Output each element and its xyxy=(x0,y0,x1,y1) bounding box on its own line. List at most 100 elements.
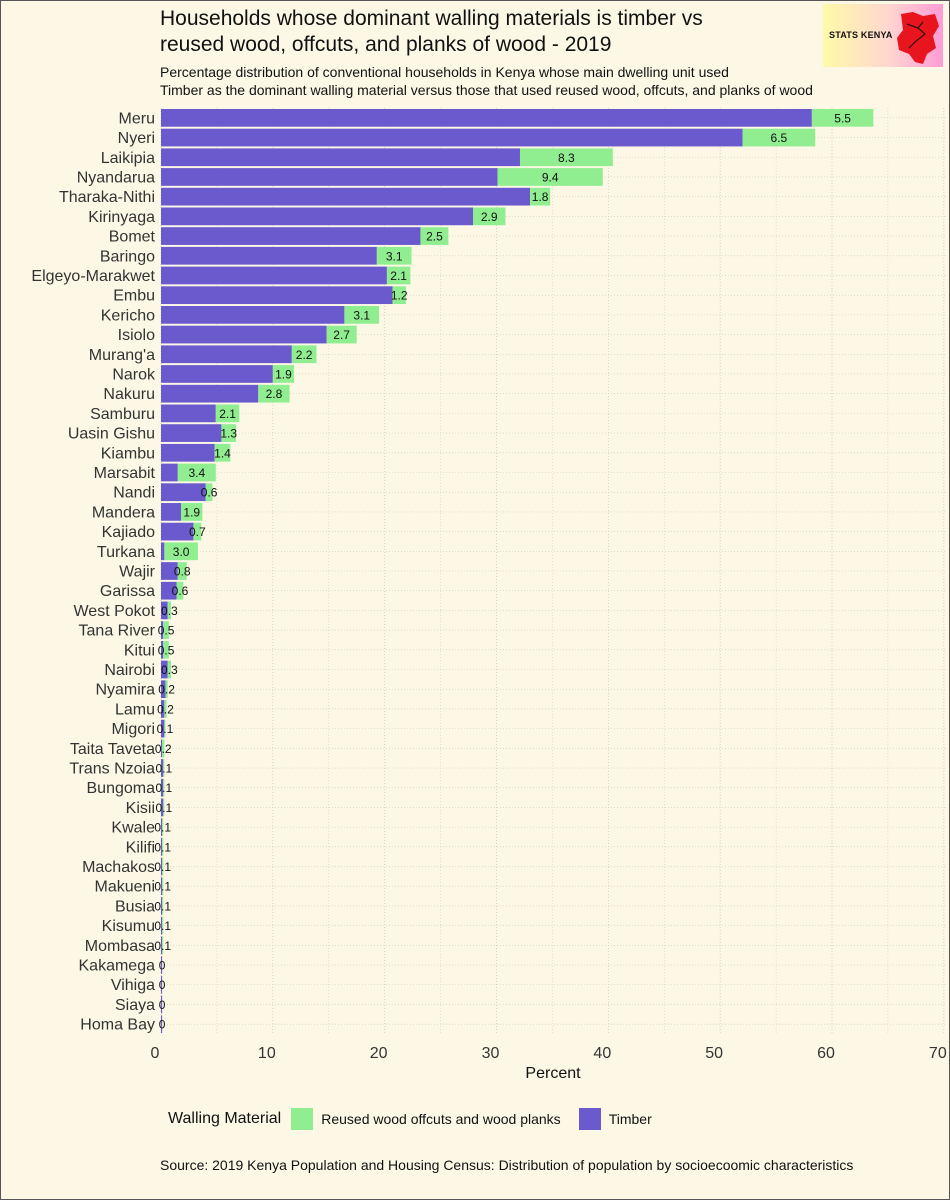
bar-reused-wood xyxy=(162,739,165,758)
bar-timber xyxy=(161,1015,163,1034)
bar-reused-wood xyxy=(272,365,295,383)
bars: 5.56.58.39.41.82.92.53.12.11.23.12.72.21… xyxy=(154,108,874,1034)
data-label: 2.8 xyxy=(266,387,283,401)
bar-timber xyxy=(161,325,327,344)
y-tick-label: Baringo xyxy=(100,248,155,265)
y-tick-label: Laikipia xyxy=(101,150,155,167)
data-label: 8.3 xyxy=(558,151,575,165)
y-tick-label: Nairobi xyxy=(104,662,155,679)
bar-reused-wood xyxy=(420,227,449,245)
x-tick-label: 10 xyxy=(258,1045,276,1062)
data-label: 0.1 xyxy=(155,762,172,776)
source-note: Source: 2019 Kenya Population and Housin… xyxy=(160,1157,854,1173)
x-tick-label: 20 xyxy=(370,1045,388,1062)
data-label: 1.9 xyxy=(183,505,200,519)
y-tick-label: Kiambu xyxy=(101,445,155,462)
legend-key-reused-wood xyxy=(291,1108,314,1130)
stacked-bar-chart: 5.56.58.39.41.82.92.53.12.11.23.12.72.21… xyxy=(31,108,947,1082)
y-tick-label: Kirinyaga xyxy=(88,209,155,226)
bar-timber xyxy=(161,345,292,364)
bar-timber xyxy=(161,562,178,580)
x-tick-label: 60 xyxy=(817,1045,835,1062)
y-tick-label: Tana River xyxy=(79,623,156,640)
data-label: 2.1 xyxy=(390,269,407,283)
data-label: 0.2 xyxy=(158,683,175,697)
y-tick-label: Kakamega xyxy=(79,958,156,975)
x-tick-label: 40 xyxy=(593,1045,611,1062)
data-label: 3.0 xyxy=(173,545,190,559)
y-tick-label: Kilifi xyxy=(126,839,155,856)
data-label: 3.1 xyxy=(353,308,370,322)
data-label: 2.1 xyxy=(219,407,236,421)
bar-reused-wood xyxy=(291,345,317,364)
data-label: 0.1 xyxy=(154,899,171,913)
bar-timber xyxy=(161,187,531,206)
bar-timber xyxy=(161,837,163,856)
bar-timber xyxy=(161,108,812,127)
bar-timber xyxy=(161,286,393,305)
y-tick-label: Kwale xyxy=(111,820,155,837)
data-label: 1.2 xyxy=(391,289,408,303)
bar-timber xyxy=(161,621,164,639)
bar-timber xyxy=(161,936,163,955)
data-label: 0.5 xyxy=(158,643,175,657)
bar-timber xyxy=(161,168,498,186)
bar-reused-wood xyxy=(163,621,169,639)
y-tick-label: Marsabit xyxy=(94,465,156,482)
bar-reused-wood xyxy=(163,640,169,659)
data-label: 0.2 xyxy=(155,742,172,756)
bar-timber xyxy=(161,207,474,226)
data-label: 0.5 xyxy=(158,624,175,638)
bar-timber xyxy=(161,581,177,600)
y-tick-label: Migori xyxy=(111,721,155,738)
bar-reused-wood xyxy=(530,187,551,206)
gridlines xyxy=(160,108,945,1034)
bar-reused-wood xyxy=(214,443,231,462)
bar-reused-wood xyxy=(164,542,198,561)
title-line-1: Households whose dominant walling materi… xyxy=(160,7,703,30)
y-tick-label: Nyamira xyxy=(95,682,155,699)
y-tick-label: Embu xyxy=(113,288,155,305)
x-tick-label: 30 xyxy=(482,1045,500,1062)
bar-reused-wood xyxy=(742,128,816,147)
data-label: 0.7 xyxy=(189,525,206,539)
y-tick-label: Garissa xyxy=(100,583,155,600)
bar-reused-wood xyxy=(162,818,164,836)
bar-timber xyxy=(161,503,182,521)
bar-reused-wood xyxy=(164,719,166,738)
bar-timber xyxy=(161,877,163,896)
bar-timber xyxy=(161,857,163,876)
data-label: 0.1 xyxy=(155,781,172,795)
y-tick-label: Elgeyo-Marakwet xyxy=(31,268,155,285)
bar-reused-wood xyxy=(258,384,290,403)
bar-timber xyxy=(161,424,222,442)
bar-reused-wood xyxy=(162,936,164,955)
kenya-map-icon xyxy=(897,12,939,64)
data-label: 0 xyxy=(159,998,166,1012)
bar-timber xyxy=(161,365,273,383)
y-tick-label: Kajiado xyxy=(102,524,155,541)
bar-timber xyxy=(161,404,216,423)
bar-timber xyxy=(161,680,166,699)
y-tick-label: Turkana xyxy=(97,544,155,561)
bar-timber xyxy=(161,759,164,777)
y-tick-label: Bungoma xyxy=(87,780,156,797)
data-label: 1.9 xyxy=(275,367,292,381)
y-tick-label: Nandi xyxy=(113,485,155,502)
bar-reused-wood xyxy=(162,916,164,935)
data-label: 0.1 xyxy=(154,821,171,835)
x-tick-label: 0 xyxy=(151,1045,160,1062)
bar-timber xyxy=(161,306,345,324)
bar-timber xyxy=(161,148,520,167)
y-tick-label: Samburu xyxy=(90,406,155,423)
bar-timber xyxy=(161,778,164,797)
y-tick-label: Lamu xyxy=(115,701,155,718)
data-label: 2.9 xyxy=(481,210,498,224)
bar-timber xyxy=(161,739,163,758)
y-tick-label: Uasin Gishu xyxy=(68,426,155,443)
y-tick-label: Nyandarua xyxy=(77,169,155,186)
bar-reused-wood xyxy=(221,424,236,442)
y-tick-label: Mandera xyxy=(92,504,155,521)
bar-timber xyxy=(161,640,164,659)
y-tick-label: Kericho xyxy=(101,307,155,324)
